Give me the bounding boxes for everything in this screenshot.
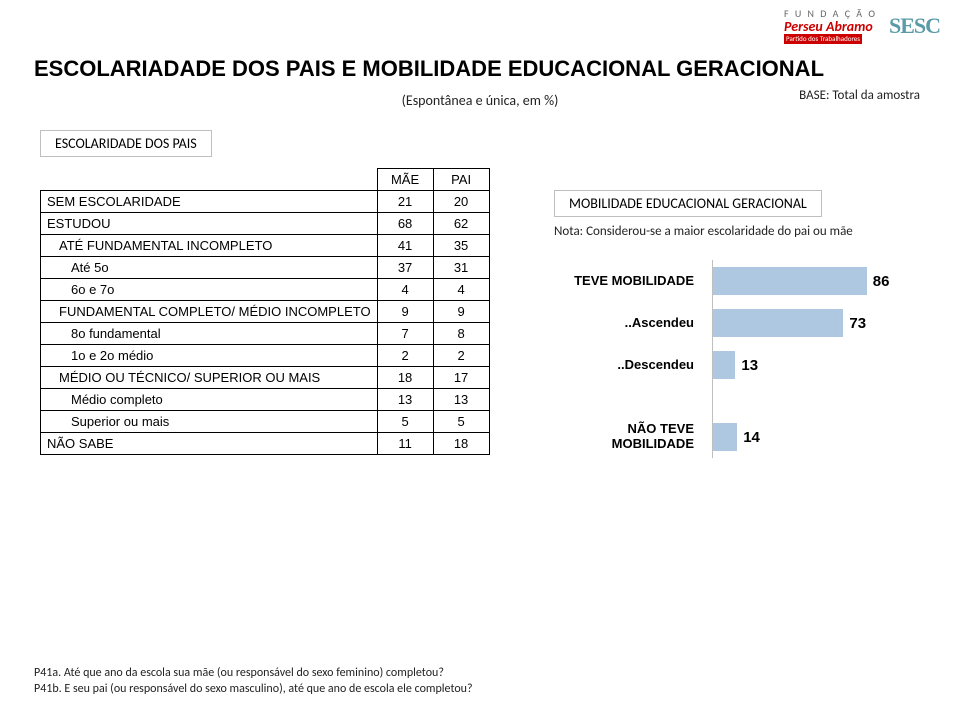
chart-bar-label: ..Descendeu bbox=[554, 358, 694, 373]
table-row-pai: 2 bbox=[433, 345, 489, 367]
base-note: BASE: Total da amostra bbox=[799, 88, 920, 103]
table-row-pai: 17 bbox=[433, 367, 489, 389]
table-row-mae: 37 bbox=[377, 257, 433, 279]
table-row: NÃO SABE1118 bbox=[41, 433, 490, 455]
chart-bar-area: 13 bbox=[712, 351, 758, 379]
table-row-label: 6o e 7o bbox=[41, 279, 378, 301]
chart-bar bbox=[712, 423, 737, 451]
table-row: ESTUDOU6862 bbox=[41, 213, 490, 235]
table-row-label: Superior ou mais bbox=[41, 411, 378, 433]
table-row-label: MÉDIO OU TÉCNICO/ SUPERIOR OU MAIS bbox=[41, 367, 378, 389]
table-row-label: 8o fundamental bbox=[41, 323, 378, 345]
chart-bar-area: 14 bbox=[712, 423, 760, 451]
table-row-pai: 9 bbox=[433, 301, 489, 323]
chart-bar bbox=[712, 267, 867, 295]
table-row: 6o e 7o44 bbox=[41, 279, 490, 301]
table-row-mae: 18 bbox=[377, 367, 433, 389]
footer-line1: P41a. Até que ano da escola sua mãe (ou … bbox=[34, 665, 473, 681]
table-row-pai: 13 bbox=[433, 389, 489, 411]
table-row-mae: 5 bbox=[377, 411, 433, 433]
footer-line2: P41b. E seu pai (ou responsável do sexo … bbox=[34, 681, 473, 697]
table-row: MÉDIO OU TÉCNICO/ SUPERIOR OU MAIS1817 bbox=[41, 367, 490, 389]
table-row-mae: 68 bbox=[377, 213, 433, 235]
chart-bar-value: 73 bbox=[849, 315, 866, 332]
page-title: ESCOLARIADADE DOS PAIS E MOBILIDADE EDUC… bbox=[34, 56, 824, 82]
table-row-label: ESTUDOU bbox=[41, 213, 378, 235]
table-header-empty bbox=[41, 169, 378, 191]
chart-bar bbox=[712, 351, 735, 379]
table-row-mae: 41 bbox=[377, 235, 433, 257]
logo-fpa-bot: Partido dos Trabalhadores bbox=[784, 34, 862, 44]
table-header-pai: PAI bbox=[433, 169, 489, 191]
chart-bar-area: 86 bbox=[712, 267, 889, 295]
table-row-pai: 31 bbox=[433, 257, 489, 279]
table-row-mae: 21 bbox=[377, 191, 433, 213]
table-row: Médio completo1313 bbox=[41, 389, 490, 411]
chart-bar-label: NÃO TEVE MOBILIDADE bbox=[554, 422, 694, 452]
table-row-pai: 4 bbox=[433, 279, 489, 301]
table-row: FUNDAMENTAL COMPLETO/ MÉDIO INCOMPLETO99 bbox=[41, 301, 490, 323]
chart-row: ..Ascendeu 73 bbox=[554, 302, 924, 344]
table-row: 8o fundamental78 bbox=[41, 323, 490, 345]
table-row-label: FUNDAMENTAL COMPLETO/ MÉDIO INCOMPLETO bbox=[41, 301, 378, 323]
chart-row: NÃO TEVE MOBILIDADE 14 bbox=[554, 416, 924, 458]
table-row-mae: 9 bbox=[377, 301, 433, 323]
chart-bar bbox=[712, 309, 843, 337]
escolaridade-table: MÃEPAISEM ESCOLARIDADE2120ESTUDOU6862 AT… bbox=[40, 168, 490, 455]
table-row-label: ATÉ FUNDAMENTAL INCOMPLETO bbox=[41, 235, 378, 257]
table-row-label: 1o e 2o médio bbox=[41, 345, 378, 367]
table-row-pai: 18 bbox=[433, 433, 489, 455]
chart-bar-label: ..Ascendeu bbox=[554, 316, 694, 331]
table-row-pai: 20 bbox=[433, 191, 489, 213]
header-logos: F U N D A Ç Ã O Perseu Abramo Partido do… bbox=[784, 8, 940, 44]
table-row: ATÉ FUNDAMENTAL INCOMPLETO4135 bbox=[41, 235, 490, 257]
chart-row: ..Descendeu 13 bbox=[554, 344, 924, 386]
logo-fpa: F U N D A Ç Ã O Perseu Abramo Partido do… bbox=[784, 8, 877, 44]
chart-bar-value: 86 bbox=[873, 273, 890, 290]
chart-axis bbox=[712, 260, 713, 458]
footer-notes: P41a. Até que ano da escola sua mãe (ou … bbox=[34, 665, 473, 697]
table-row-mae: 11 bbox=[377, 433, 433, 455]
logo-sesc: SESC bbox=[889, 13, 940, 39]
table-row-mae: 2 bbox=[377, 345, 433, 367]
chart-note: Nota: Considerou-se a maior escolaridade… bbox=[554, 224, 853, 239]
chart-bar-area: 73 bbox=[712, 309, 866, 337]
table-row-pai: 62 bbox=[433, 213, 489, 235]
chart-bar-value: 14 bbox=[743, 429, 760, 446]
chart-bar-value: 13 bbox=[741, 357, 758, 374]
table-header-mae: MÃE bbox=[377, 169, 433, 191]
logo-fpa-mid: Perseu Abramo bbox=[784, 19, 877, 34]
table-row-pai: 35 bbox=[433, 235, 489, 257]
box-mobilidade: MOBILIDADE EDUCACIONAL GERACIONAL bbox=[554, 190, 822, 217]
table-row-label: SEM ESCOLARIDADE bbox=[41, 191, 378, 213]
table-row-pai: 8 bbox=[433, 323, 489, 345]
table-row: Até 5o3731 bbox=[41, 257, 490, 279]
chart-row: TEVE MOBILIDADE 86 bbox=[554, 260, 924, 302]
mobility-chart: TEVE MOBILIDADE 86 ..Ascendeu 73 ..Descendeu… bbox=[554, 260, 924, 458]
table-row: 1o e 2o médio22 bbox=[41, 345, 490, 367]
box-escolaridade-pais: ESCOLARIDADE DOS PAIS bbox=[40, 130, 212, 157]
table-row: SEM ESCOLARIDADE2120 bbox=[41, 191, 490, 213]
table-row-label: NÃO SABE bbox=[41, 433, 378, 455]
chart-bar-label: TEVE MOBILIDADE bbox=[554, 274, 694, 289]
table-row-mae: 13 bbox=[377, 389, 433, 411]
table-row-label: Médio completo bbox=[41, 389, 378, 411]
table-row-label: Até 5o bbox=[41, 257, 378, 279]
table-row-mae: 7 bbox=[377, 323, 433, 345]
table-row-pai: 5 bbox=[433, 411, 489, 433]
table-row: Superior ou mais55 bbox=[41, 411, 490, 433]
table-row-mae: 4 bbox=[377, 279, 433, 301]
